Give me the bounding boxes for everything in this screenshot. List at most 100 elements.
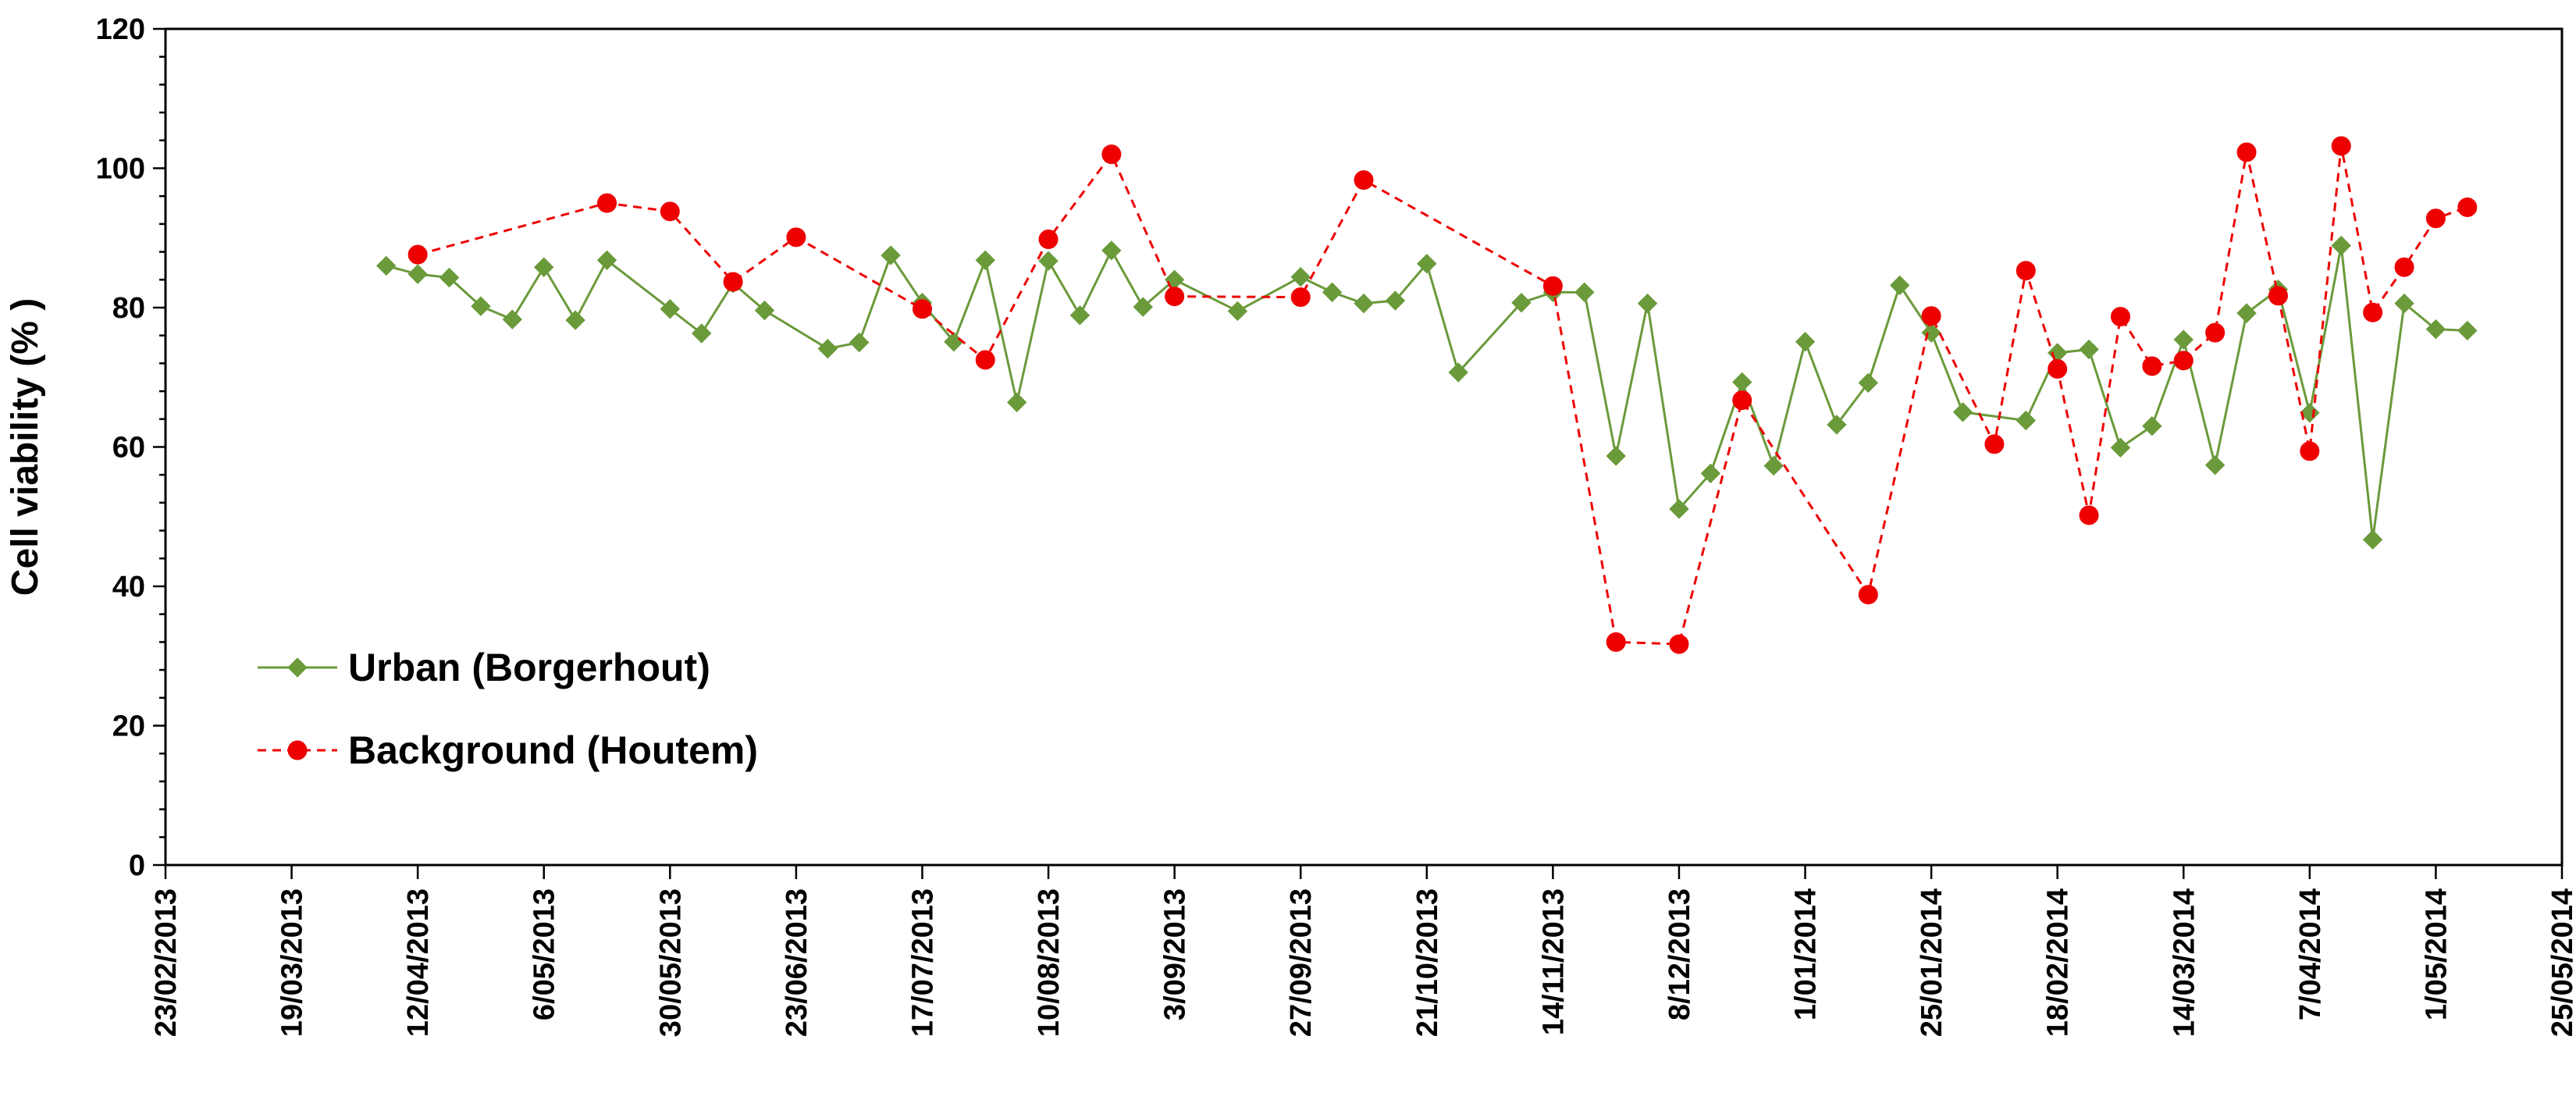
x-tick-label: 19/03/2013 [276, 888, 309, 1037]
data-point [2331, 235, 2351, 256]
data-point [1732, 390, 1752, 411]
legend-label: Background (Houtem) [348, 728, 758, 772]
data-point [1354, 293, 1374, 314]
data-point [817, 338, 838, 359]
data-point [1858, 372, 1879, 393]
data-point [849, 332, 870, 353]
y-axis-title: Cell viability (% ) [5, 298, 46, 596]
data-point [1227, 301, 1248, 322]
data-point [1952, 402, 1973, 422]
data-point [2079, 339, 2099, 360]
data-point [407, 244, 428, 265]
x-tick-label: 17/07/2013 [906, 888, 939, 1037]
data-point [786, 227, 806, 247]
x-tick-label: 30/05/2013 [654, 888, 687, 1037]
data-point [502, 309, 523, 329]
data-point [1669, 634, 1689, 654]
data-point [1921, 306, 1941, 326]
data-point [723, 272, 743, 292]
data-point [2362, 529, 2383, 550]
data-point [1827, 415, 1847, 435]
y-tick-label: 60 [112, 432, 145, 465]
data-point [471, 296, 491, 316]
x-tick-label: 25/01/2014 [1916, 888, 1948, 1037]
data-point [2425, 319, 2446, 340]
data-point [2048, 359, 2068, 379]
data-point [1606, 632, 1626, 652]
data-point [2300, 403, 2320, 423]
x-tick-label: 12/04/2013 [402, 888, 435, 1037]
series-background [407, 136, 2478, 654]
y-tick-label: 20 [112, 710, 145, 743]
data-point [1165, 287, 1185, 307]
data-point [2205, 322, 2226, 343]
data-point [1006, 392, 1027, 413]
data-point [1858, 585, 1878, 605]
x-tick-label: 23/02/2013 [150, 888, 183, 1037]
data-point [2300, 441, 2320, 461]
legend-marker [287, 740, 308, 760]
x-axis: 23/02/2013 19/03/2013 12/04/2013 6/05/2013 3… [150, 865, 2576, 1037]
data-point [2331, 136, 2351, 156]
data-point [1385, 290, 1406, 311]
data-point [2110, 437, 2131, 458]
series-urban [376, 235, 2478, 550]
x-tick-label: 1/05/2014 [2420, 888, 2453, 1020]
data-point [2425, 208, 2446, 229]
data-point [912, 299, 932, 319]
data-point [1290, 287, 1311, 308]
y-tick-label: 80 [112, 292, 145, 325]
y-tick-label: 120 [96, 13, 145, 46]
data-point [1637, 293, 1658, 314]
data-point [2236, 303, 2257, 323]
legend-item: Background (Houtem) [258, 728, 758, 772]
data-point [1322, 282, 1343, 303]
data-point [2457, 197, 2478, 217]
data-point [1669, 499, 1689, 519]
x-tick-label: 10/08/2013 [1033, 888, 1066, 1037]
data-point [596, 250, 617, 271]
data-point [2016, 410, 2036, 431]
data-point [1795, 332, 1816, 352]
data-point [2394, 293, 2414, 314]
data-point [1890, 275, 1910, 296]
x-tick-label: 23/06/2013 [781, 888, 813, 1037]
x-tick-label: 27/09/2013 [1285, 888, 1318, 1037]
data-point [1290, 267, 1311, 287]
data-point [1133, 297, 1153, 317]
series-line [417, 145, 2468, 646]
y-tick-label: 100 [96, 153, 145, 186]
data-point [2110, 307, 2130, 327]
data-point [1921, 322, 1941, 343]
data-point [1069, 305, 1091, 326]
x-tick-label: 18/02/2014 [2042, 888, 2075, 1037]
data-point [975, 250, 995, 271]
data-point [1101, 240, 1122, 261]
series-line [386, 245, 2467, 540]
data-point [376, 255, 397, 276]
data-point [1511, 293, 1532, 313]
data-point [1354, 170, 1374, 190]
y-tick-label: 0 [129, 849, 145, 882]
x-tick-label: 21/10/2013 [1411, 888, 1444, 1037]
legend-marker [287, 657, 308, 678]
data-point [565, 310, 585, 330]
legend-label: Urban (Borgerhout) [348, 646, 710, 689]
data-point [2394, 257, 2414, 277]
series-layer [376, 136, 2478, 654]
data-point [1038, 230, 1059, 250]
data-point [407, 264, 428, 284]
data-point [1984, 434, 2005, 454]
x-tick-label: 3/09/2013 [1159, 888, 1192, 1020]
data-point [1417, 254, 1437, 274]
data-point [881, 245, 901, 265]
x-tick-label: 8/12/2013 [1663, 888, 1696, 1020]
x-tick-label: 6/05/2013 [528, 888, 561, 1020]
data-point [1101, 144, 1122, 165]
data-point [660, 201, 680, 222]
x-tick-label: 7/04/2014 [2294, 888, 2327, 1020]
data-point [975, 350, 995, 370]
y-axis: 0 20 40 60 80 100 120 [96, 13, 165, 882]
data-point [1542, 276, 1563, 296]
